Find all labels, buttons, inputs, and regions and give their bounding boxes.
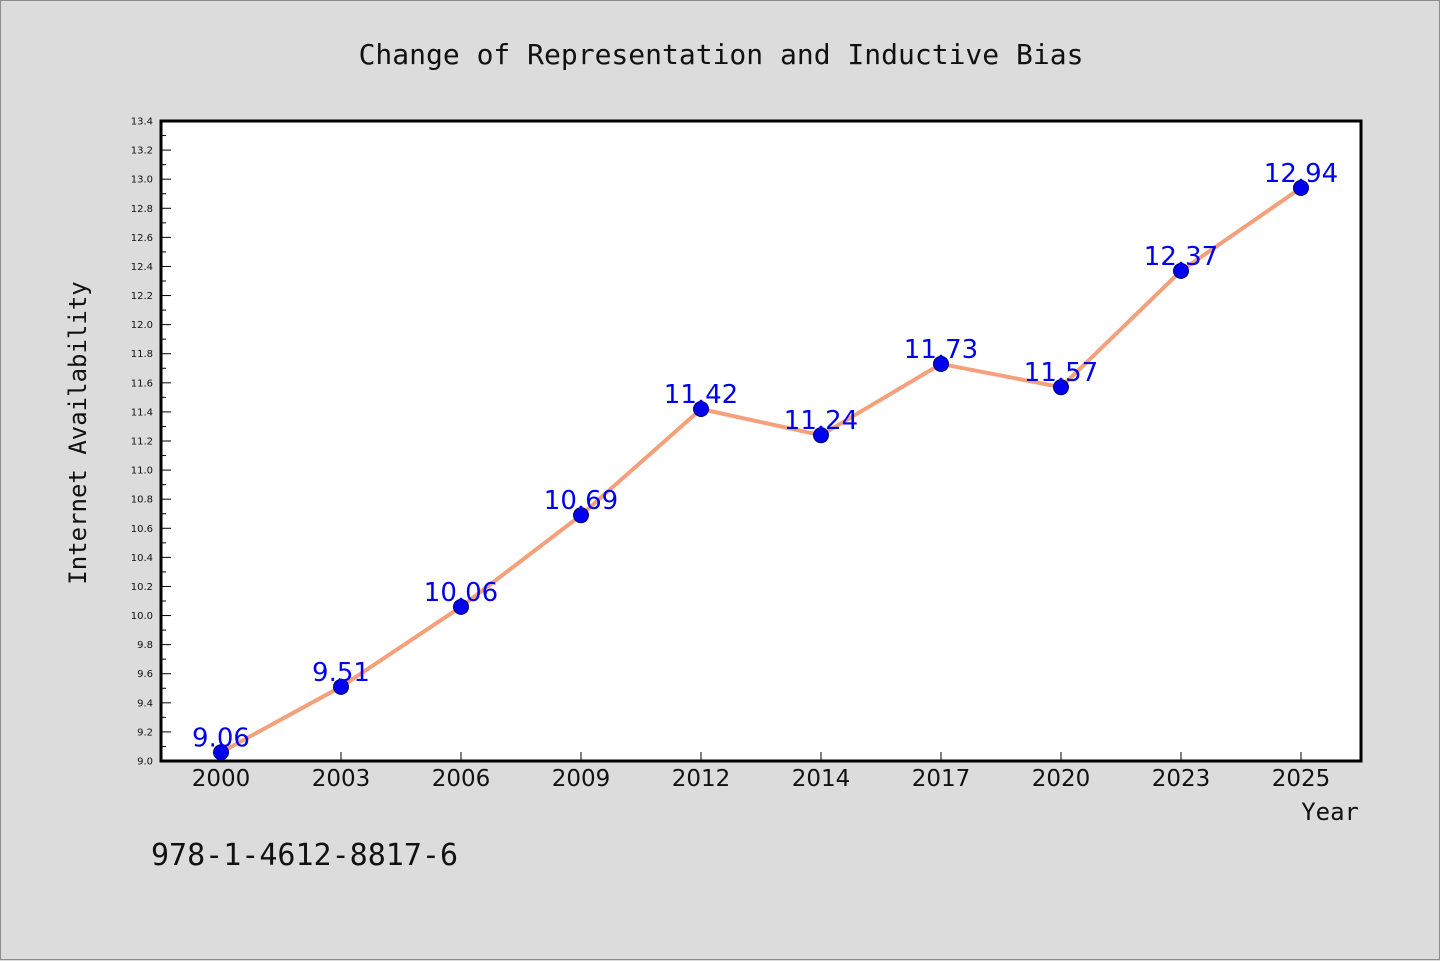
x-axis-title: Year bbox=[1301, 798, 1359, 826]
y-tick-label: 12.2 bbox=[131, 291, 153, 302]
data-label: 9.06 bbox=[192, 723, 250, 753]
y-tick-label: 10.2 bbox=[131, 582, 153, 593]
y-tick-label: 11.2 bbox=[131, 437, 153, 448]
data-labels: 9.06 9.51 10.06 10.69 11.42 11.24 11.73 11.57 12… bbox=[192, 159, 1338, 753]
y-tick-label: 12.0 bbox=[131, 320, 153, 331]
y-tick-label: 12.8 bbox=[131, 204, 153, 215]
y-tick-label: 10.6 bbox=[131, 524, 153, 535]
data-point bbox=[693, 401, 709, 417]
x-tick-label: 2023 bbox=[1152, 766, 1211, 792]
data-label: 11.57 bbox=[1024, 358, 1098, 388]
data-point bbox=[333, 678, 349, 695]
data-label: 10.06 bbox=[424, 578, 498, 608]
x-tick-label: 2012 bbox=[672, 766, 731, 792]
x-tick-label: 2000 bbox=[192, 766, 251, 792]
x-tick-label: 2003 bbox=[312, 766, 371, 792]
y-tick-label: 11.6 bbox=[131, 378, 153, 389]
data-label: 11.24 bbox=[784, 406, 858, 436]
y-axis-ticks: 9.0 9.2 9.4 9.6 9.8 10.0 10.2 10.4 10.6 10.8 11.0 1… bbox=[131, 117, 171, 768]
y-axis-title: Internet Availability bbox=[64, 281, 92, 584]
x-tick-label: 2006 bbox=[432, 766, 491, 792]
data-label: 12.94 bbox=[1264, 159, 1338, 189]
y-tick-label: 10.4 bbox=[131, 553, 153, 564]
data-label: 9.51 bbox=[312, 658, 370, 688]
series-line-group bbox=[220, 186, 1303, 755]
x-tick-label: 2014 bbox=[792, 766, 851, 792]
data-point bbox=[213, 744, 229, 761]
data-point bbox=[573, 507, 589, 524]
y-tick-label: 11.8 bbox=[131, 349, 153, 360]
y-tick-label: 12.6 bbox=[131, 233, 153, 244]
data-point bbox=[813, 427, 829, 444]
data-point bbox=[453, 598, 469, 615]
y-tick-label: 13.0 bbox=[131, 175, 153, 186]
y-tick-label: 9.8 bbox=[137, 640, 153, 651]
x-axis-ticks: 2000 2003 2006 2009 2012 2014 2017 2020 2023 2025 bbox=[192, 752, 1331, 792]
x-tick-label: 2009 bbox=[552, 766, 611, 792]
data-point bbox=[933, 355, 949, 372]
y-tick-label: 11.4 bbox=[131, 407, 153, 418]
y-tick-label: 10.8 bbox=[131, 495, 153, 506]
data-markers bbox=[213, 179, 1309, 761]
y-tick-label: 9.0 bbox=[137, 757, 153, 768]
data-point bbox=[1293, 179, 1309, 196]
y-tick-label: 13.4 bbox=[131, 117, 153, 128]
x-tick-label: 2020 bbox=[1032, 766, 1091, 792]
isbn-footnote: 978-1-4612-8817-6 bbox=[151, 838, 458, 873]
data-point bbox=[1173, 262, 1189, 279]
y-tick-label: 9.4 bbox=[137, 698, 153, 709]
y-tick-label: 13.2 bbox=[131, 146, 153, 157]
data-label: 11.73 bbox=[904, 335, 978, 365]
data-label: 12.37 bbox=[1144, 242, 1218, 272]
data-label: 11.42 bbox=[664, 380, 738, 410]
y-tick-label: 9.2 bbox=[137, 727, 153, 738]
series-line bbox=[220, 186, 1303, 755]
y-tick-label: 11.0 bbox=[131, 466, 153, 477]
chart-title: Change of Representation and Inductive B… bbox=[359, 38, 1084, 71]
y-tick-label: 10.0 bbox=[131, 611, 153, 622]
x-tick-label: 2017 bbox=[912, 766, 971, 792]
y-tick-label: 9.6 bbox=[137, 669, 153, 680]
y-tick-label: 12.4 bbox=[131, 262, 153, 273]
plot-area bbox=[159, 119, 1363, 763]
x-tick-label: 2025 bbox=[1272, 766, 1331, 792]
data-point bbox=[1053, 379, 1069, 396]
data-label: 10.69 bbox=[544, 486, 618, 516]
